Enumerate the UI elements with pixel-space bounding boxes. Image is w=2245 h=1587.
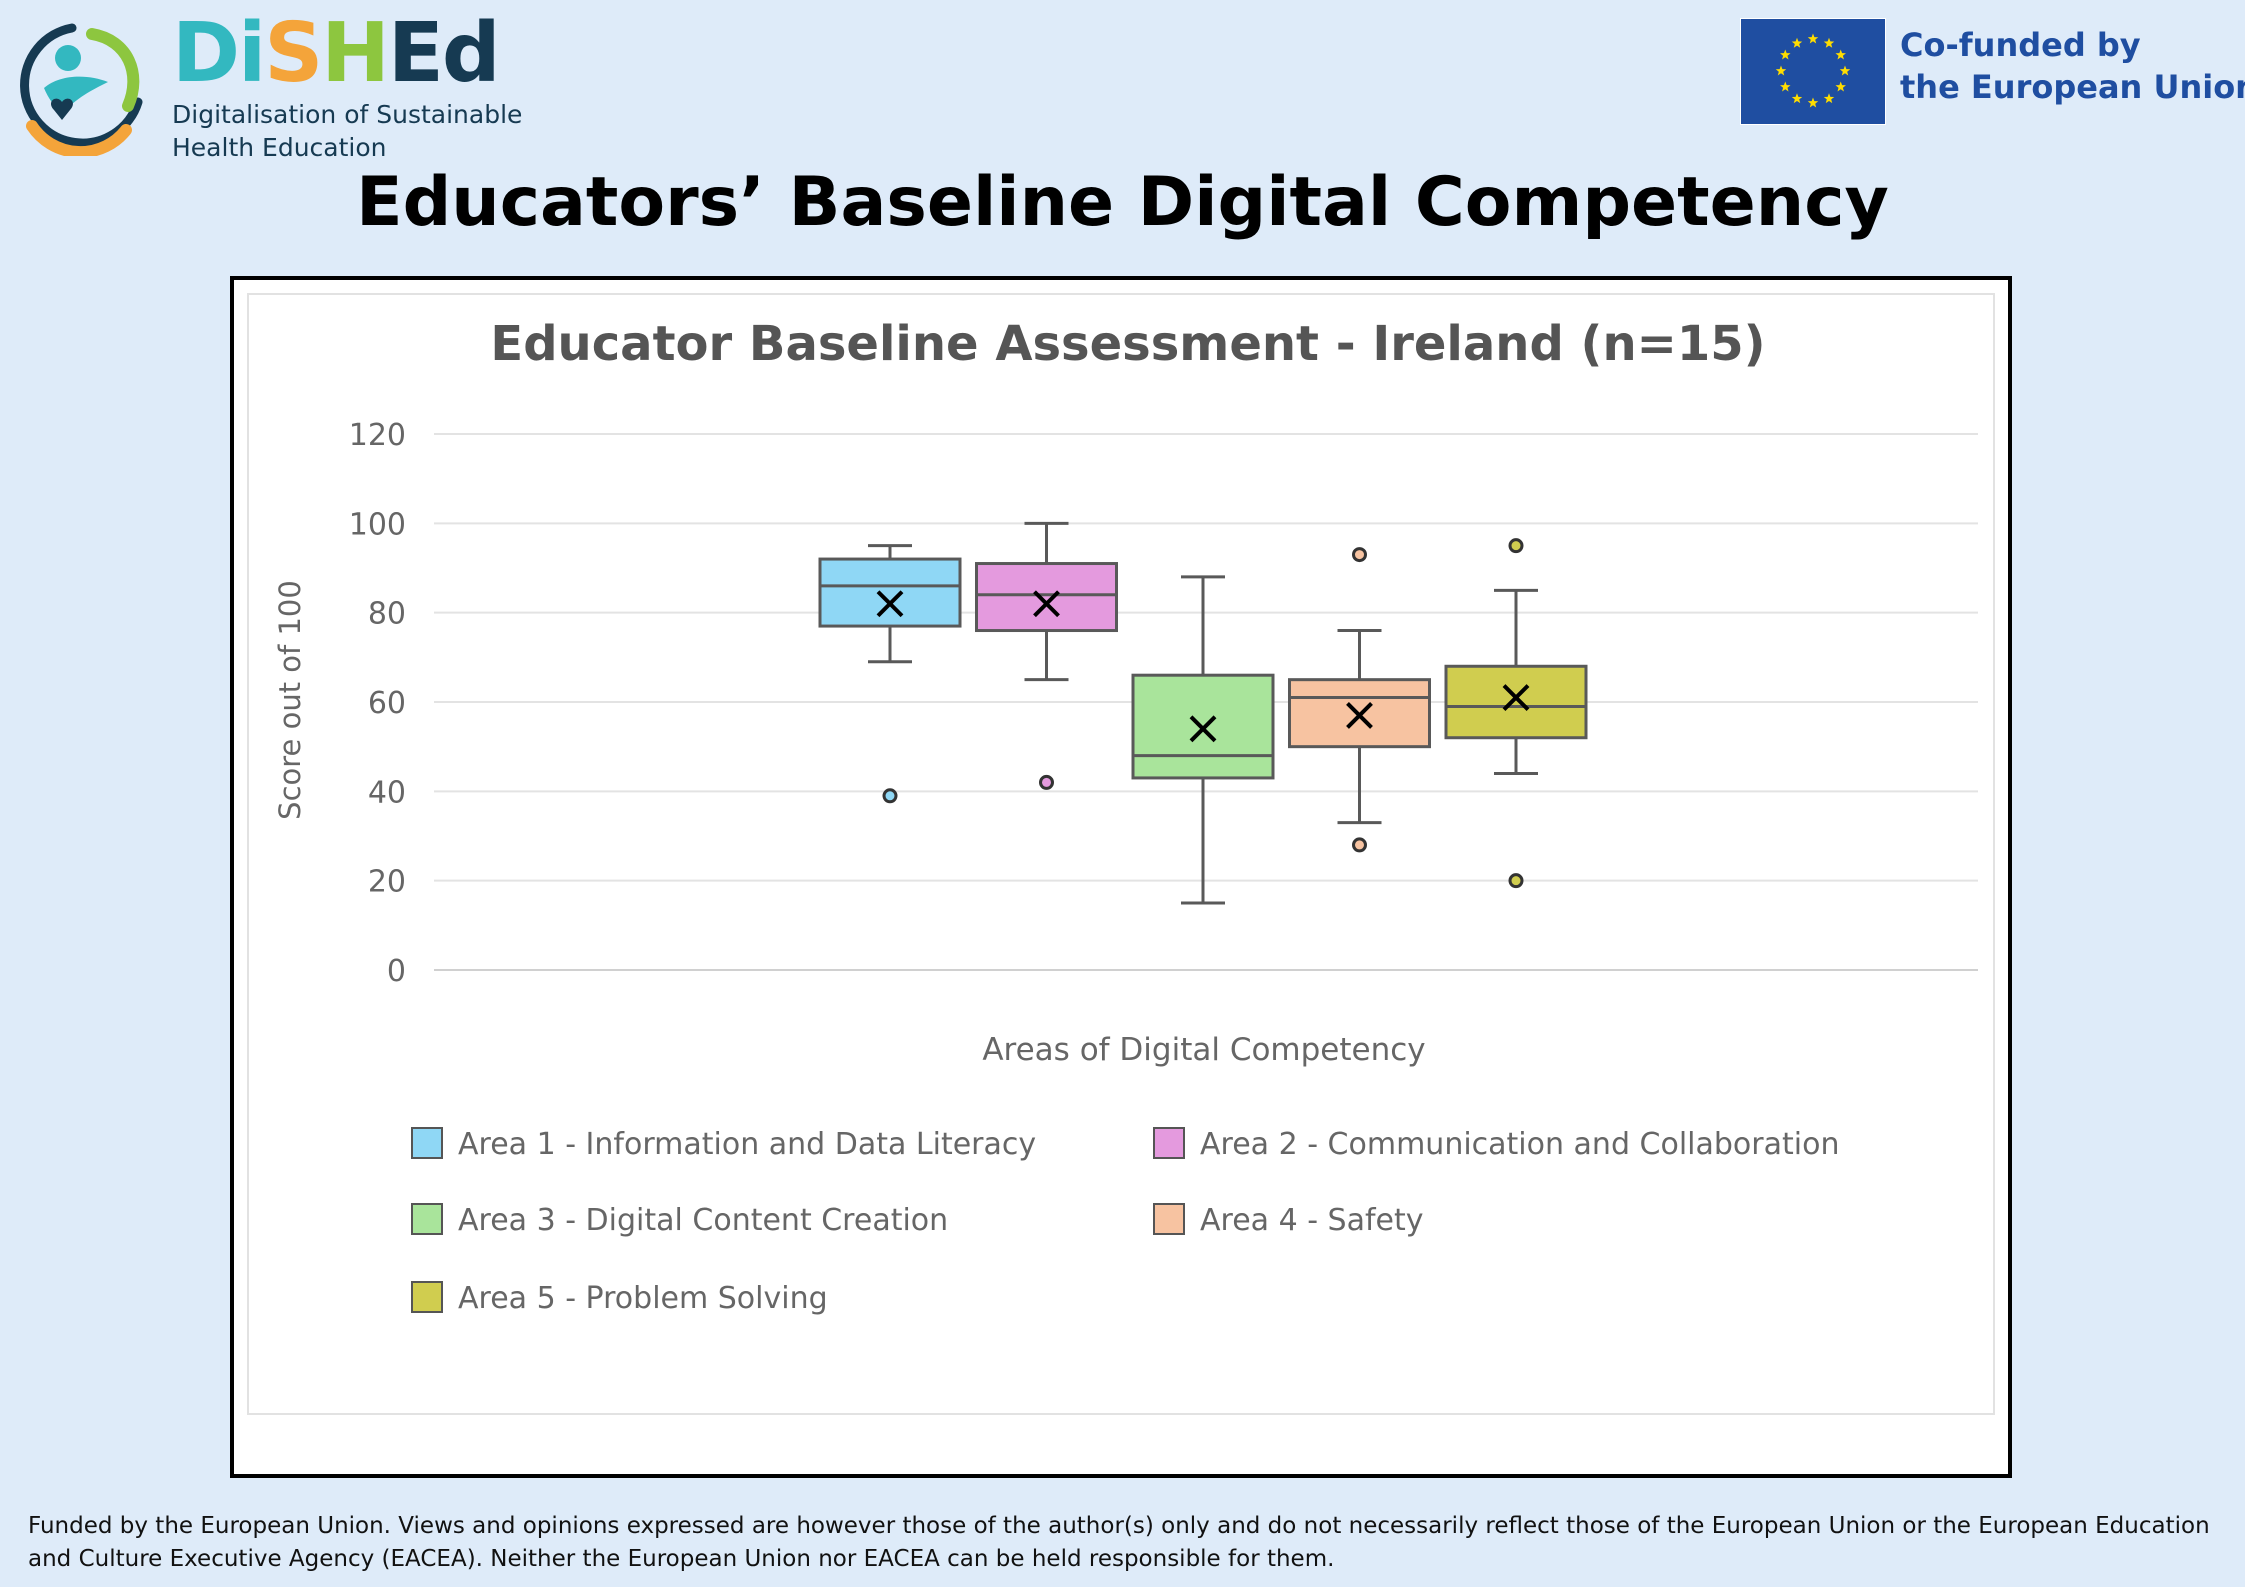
box-area-5 [1444,538,1588,889]
funding-disclaimer: Funded by the European Union. Views and … [28,1513,2210,1572]
box-area-1 [818,544,962,804]
dished-logo: DiSHEd Digitalisation of Sustainable Hea… [172,6,522,164]
eu-star-icon [1807,97,1819,108]
eu-cofunded-label: Co-funded by the European Union [1900,26,2245,106]
legend-label: Area 5 - Problem Solving [458,1281,828,1316]
legend-label: Area 2 - Communication and Collaboration [1200,1127,1839,1162]
eu-star-icon [1791,93,1803,104]
box-iqr [1444,664,1588,740]
eu-star-icon [1780,81,1791,92]
outlier-point [1352,837,1367,853]
legend-swatch [411,1127,443,1159]
legend-label: Area 1 - Information and Data Literacy [458,1127,1036,1162]
box-area-3 [1131,575,1275,905]
eu-star-icon [1835,49,1846,60]
y-tick-label: 0 [387,954,406,989]
mean-marker [1189,715,1217,743]
chart-title: Educator Baseline Assessment - Ireland (… [490,316,1765,372]
box-area-2 [975,521,1118,790]
legend-item: Area 1 - Information and Data Literacy [411,1127,1036,1162]
y-axis-label: Score out of 100 [273,580,307,820]
box-iqr [975,562,1118,633]
eu-flag-icon [1740,18,1886,125]
box-area-4 [1288,547,1431,853]
y-tick-label: 100 [349,507,406,542]
mean-marker [1033,590,1060,618]
eu-star-icon [1839,65,1851,76]
outlier-point [882,788,898,804]
chart-frame: Educator Baseline Assessment - Ireland (… [230,276,2012,1478]
y-tick-label: 40 [368,775,406,810]
legend-swatch [411,1281,443,1313]
outlier-point [1352,547,1367,563]
eu-star-icon [1835,81,1846,92]
eu-star-icon [1823,37,1835,48]
box-iqr [818,557,962,628]
eu-star-icon [1791,37,1803,48]
y-tick-label: 60 [368,686,406,721]
page-title: Educators’ Baseline Digital Competency [356,163,1889,242]
logo-wordmark: DiSHEd [172,6,501,101]
y-tick-label: 80 [368,597,406,632]
eu-star-icon [1780,49,1791,60]
y-tick-label: 120 [349,418,406,453]
legend-label: Area 3 - Digital Content Creation [458,1203,948,1238]
legend-swatch [1153,1127,1185,1159]
x-axis-label: Areas of Digital Competency [982,1032,1425,1068]
legend-item: Area 2 - Communication and Collaboration [1153,1127,1839,1162]
mean-marker [1346,701,1373,729]
dished-logo-icon [10,18,146,159]
y-tick-label: 20 [368,865,406,900]
legend-label: Area 4 - Safety [1200,1203,1424,1238]
chart-area-border [247,293,1995,1415]
legend-swatch [411,1203,443,1235]
eu-star-icon [1775,65,1787,76]
eu-star-icon [1823,93,1835,104]
legend-item: Area 5 - Problem Solving [411,1281,828,1316]
eu-star-icon [1807,33,1819,44]
outlier-point [1508,538,1524,554]
outlier-point [1508,873,1524,889]
legend-item: Area 3 - Digital Content Creation [411,1203,948,1238]
mean-marker [876,590,904,618]
legend-swatch [1153,1203,1185,1235]
outlier-point [1039,774,1054,790]
box-plot-chart: Educator Baseline Assessment - Ireland (… [247,293,1995,1415]
legend-item: Area 4 - Safety [1153,1203,1424,1238]
mean-marker [1502,684,1530,711]
logo-tagline: Digitalisation of Sustainable Health Edu… [172,100,523,162]
